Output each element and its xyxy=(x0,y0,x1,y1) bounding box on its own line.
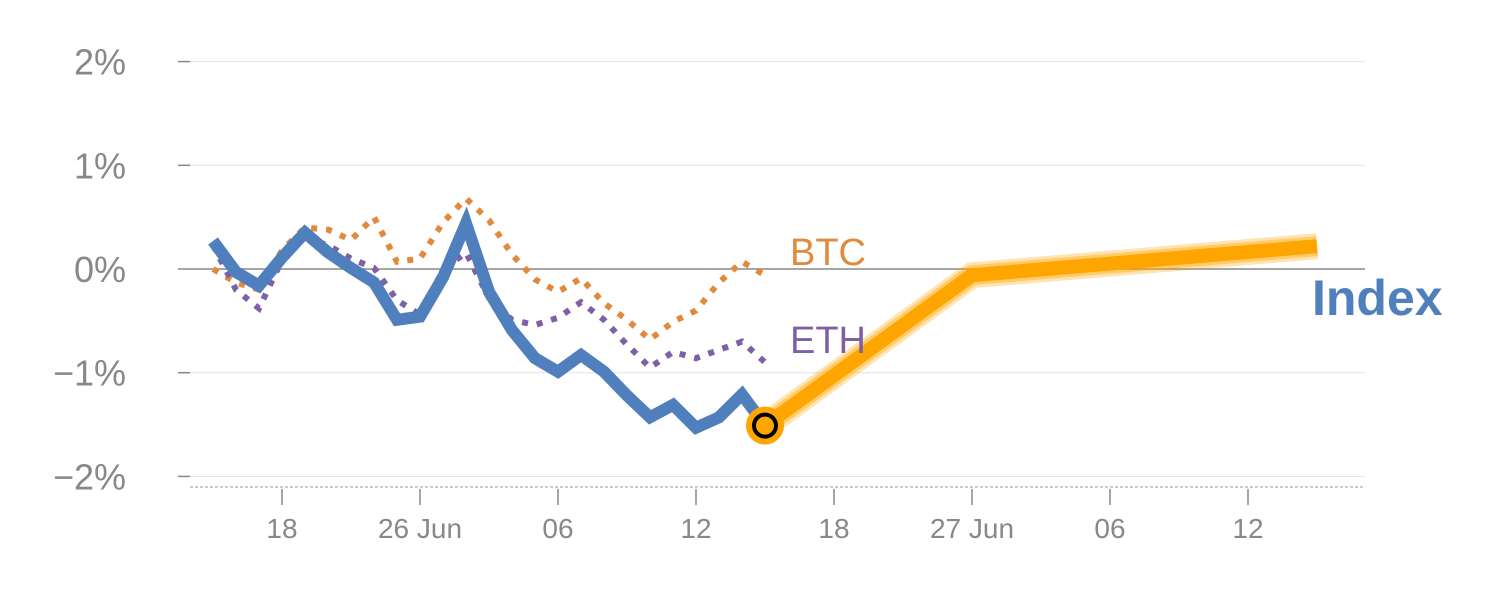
series-label-eth: ETH xyxy=(790,320,866,362)
series-line-btc xyxy=(211,194,767,344)
y-tick-label: −1% xyxy=(53,353,126,394)
x-tick-label: 27 Jun xyxy=(930,513,1014,544)
series-label-index: Index xyxy=(1312,270,1443,326)
x-tick-label: 18 xyxy=(818,513,849,544)
x-tick-label: 06 xyxy=(1094,513,1125,544)
current-point-marker xyxy=(752,412,778,439)
y-tick-label: 1% xyxy=(74,145,126,186)
x-tick-label: 12 xyxy=(1232,513,1263,544)
x-tick-label: 26 Jun xyxy=(378,513,462,544)
y-tick-label: −2% xyxy=(53,456,126,497)
series-label-btc: BTC xyxy=(790,232,866,274)
forecast-line xyxy=(760,239,1318,432)
y-tick-label: 0% xyxy=(74,249,126,290)
x-tick-label: 18 xyxy=(266,513,297,544)
y-tick-label: 2% xyxy=(74,42,126,83)
series-line-index xyxy=(208,206,770,435)
x-tick-label: 06 xyxy=(542,513,573,544)
x-tick-label: 12 xyxy=(680,513,711,544)
